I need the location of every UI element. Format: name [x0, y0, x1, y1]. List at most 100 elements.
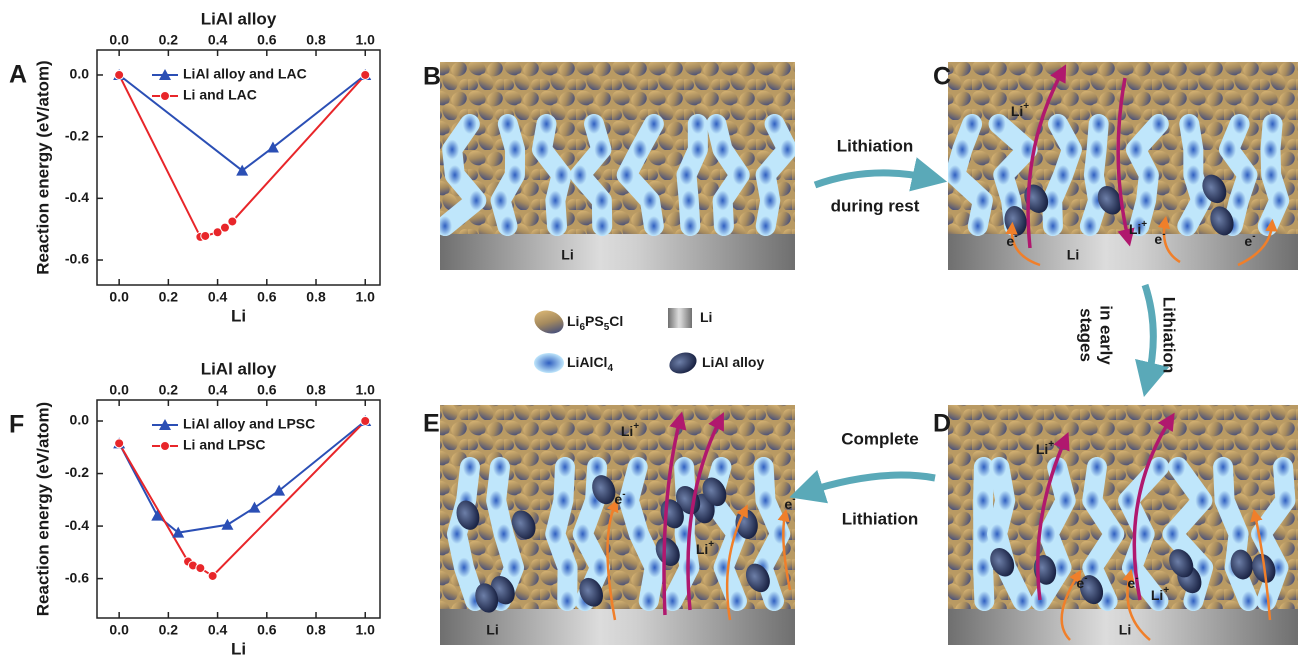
transport-arrow [1122, 568, 1151, 641]
lacl-core [1020, 139, 1035, 160]
alloy-particle [1202, 174, 1227, 204]
panel-label: F [9, 411, 24, 439]
lacl-core [572, 165, 587, 185]
ion-label: e- [1244, 231, 1255, 249]
lacl-core [758, 490, 773, 511]
lacl-core [539, 114, 554, 134]
lacl-core [496, 524, 511, 544]
lacl-core [1015, 591, 1030, 611]
lacl-core [449, 524, 464, 544]
lacl-core [1276, 457, 1291, 477]
lacl-core [773, 524, 788, 544]
lacl-core [1100, 591, 1115, 611]
ion-symbol: e [1076, 575, 1084, 591]
li-metal [440, 609, 795, 645]
panel [948, 62, 1298, 270]
marker-circle [219, 222, 230, 233]
base-label: Li [561, 247, 573, 263]
lacl-core [630, 457, 645, 477]
alloy-particle [1230, 549, 1253, 580]
lacl-core [767, 591, 782, 611]
lacl-core [1045, 216, 1060, 236]
lacl-core [560, 591, 575, 611]
lacl-core [632, 139, 647, 160]
x-tick-label: 0.4 [208, 289, 228, 305]
icon-alloy [669, 352, 697, 374]
x-axis-title: Li [231, 639, 246, 658]
lacl-core [447, 165, 462, 185]
lacl-core [456, 557, 471, 578]
lacl-core [679, 165, 694, 185]
alloy-particle [745, 563, 770, 593]
panel [440, 62, 795, 270]
ion-symbol: e [1006, 233, 1014, 249]
panel [440, 405, 795, 645]
lacl-core [683, 216, 698, 236]
y-tick-label: -0.2 [65, 127, 89, 143]
legend-label: LiAl alloy and LPSC [183, 416, 315, 432]
lacl-core [716, 216, 731, 236]
x2-tick-label: 0.8 [306, 382, 326, 398]
process-label: in early [1097, 305, 1116, 365]
marker-triangle [266, 141, 279, 153]
ion-label: Li+ [1129, 219, 1147, 237]
transport-arrow [1116, 77, 1135, 247]
ion-charge: - [1135, 573, 1138, 584]
lacl-core [1195, 490, 1210, 511]
lacl-core [1231, 524, 1246, 544]
x-tick-label: 0.2 [159, 289, 179, 305]
y-tick-label: -0.2 [65, 464, 89, 480]
transport-arrow [777, 508, 792, 591]
x2-tick-label: 0.2 [159, 32, 179, 48]
lacl-core [780, 139, 795, 160]
alloy-particle [990, 547, 1015, 577]
lacl-core [1186, 591, 1201, 611]
x2-tick-label: 0.0 [109, 382, 129, 398]
lacl-core [965, 114, 980, 134]
lacl-core [492, 457, 507, 477]
x2-axis-title: LiAl alloy [201, 359, 277, 378]
lacl-core [621, 490, 636, 511]
x-tick-label: 0.8 [306, 622, 326, 638]
x-tick-label: 0.2 [159, 622, 179, 638]
lacl-core [1064, 139, 1079, 160]
process-arrow [1135, 283, 1170, 398]
lacl-core [1265, 114, 1280, 134]
x2-tick-label: 0.2 [159, 382, 179, 398]
icon-lpsc [534, 310, 564, 334]
transport-arrow [662, 411, 687, 616]
lacl-core [646, 216, 661, 236]
ion-charge: - [1162, 229, 1165, 240]
x-tick-label: 0.8 [306, 289, 326, 305]
x2-tick-label: 0.0 [109, 32, 129, 48]
marker-circle [212, 227, 223, 238]
ion-label: e- [1076, 573, 1087, 591]
ion-symbol: e [1154, 231, 1162, 247]
lacl-core [976, 524, 991, 544]
lacl-core [714, 457, 729, 477]
ion-label: Li+ [1036, 439, 1054, 457]
series-line [118, 74, 366, 172]
x-tick-label: 0.0 [109, 622, 129, 638]
lacl-core [1240, 165, 1255, 185]
lacl-core [1056, 165, 1071, 185]
ion-label: Li+ [696, 539, 714, 557]
transport-arrow [1026, 64, 1067, 249]
lacl-core [681, 190, 696, 211]
process-arrow [813, 157, 948, 192]
transport-arrow [1036, 431, 1070, 601]
legend-part: LiAl alloy [702, 354, 764, 370]
lacl-core [1196, 557, 1211, 578]
lacl-core [554, 165, 569, 185]
lacl-core [709, 114, 724, 134]
legend-part: Li [700, 309, 712, 325]
lacl-core [1186, 165, 1201, 185]
marker-circle [160, 91, 170, 101]
lacl-core [715, 139, 730, 160]
lacl-core [575, 524, 590, 544]
legend-label: Li [700, 309, 712, 325]
lacl-core [500, 114, 515, 134]
lacl-core [440, 216, 452, 236]
panel-label: C [933, 63, 951, 91]
lacl-core [970, 216, 985, 236]
